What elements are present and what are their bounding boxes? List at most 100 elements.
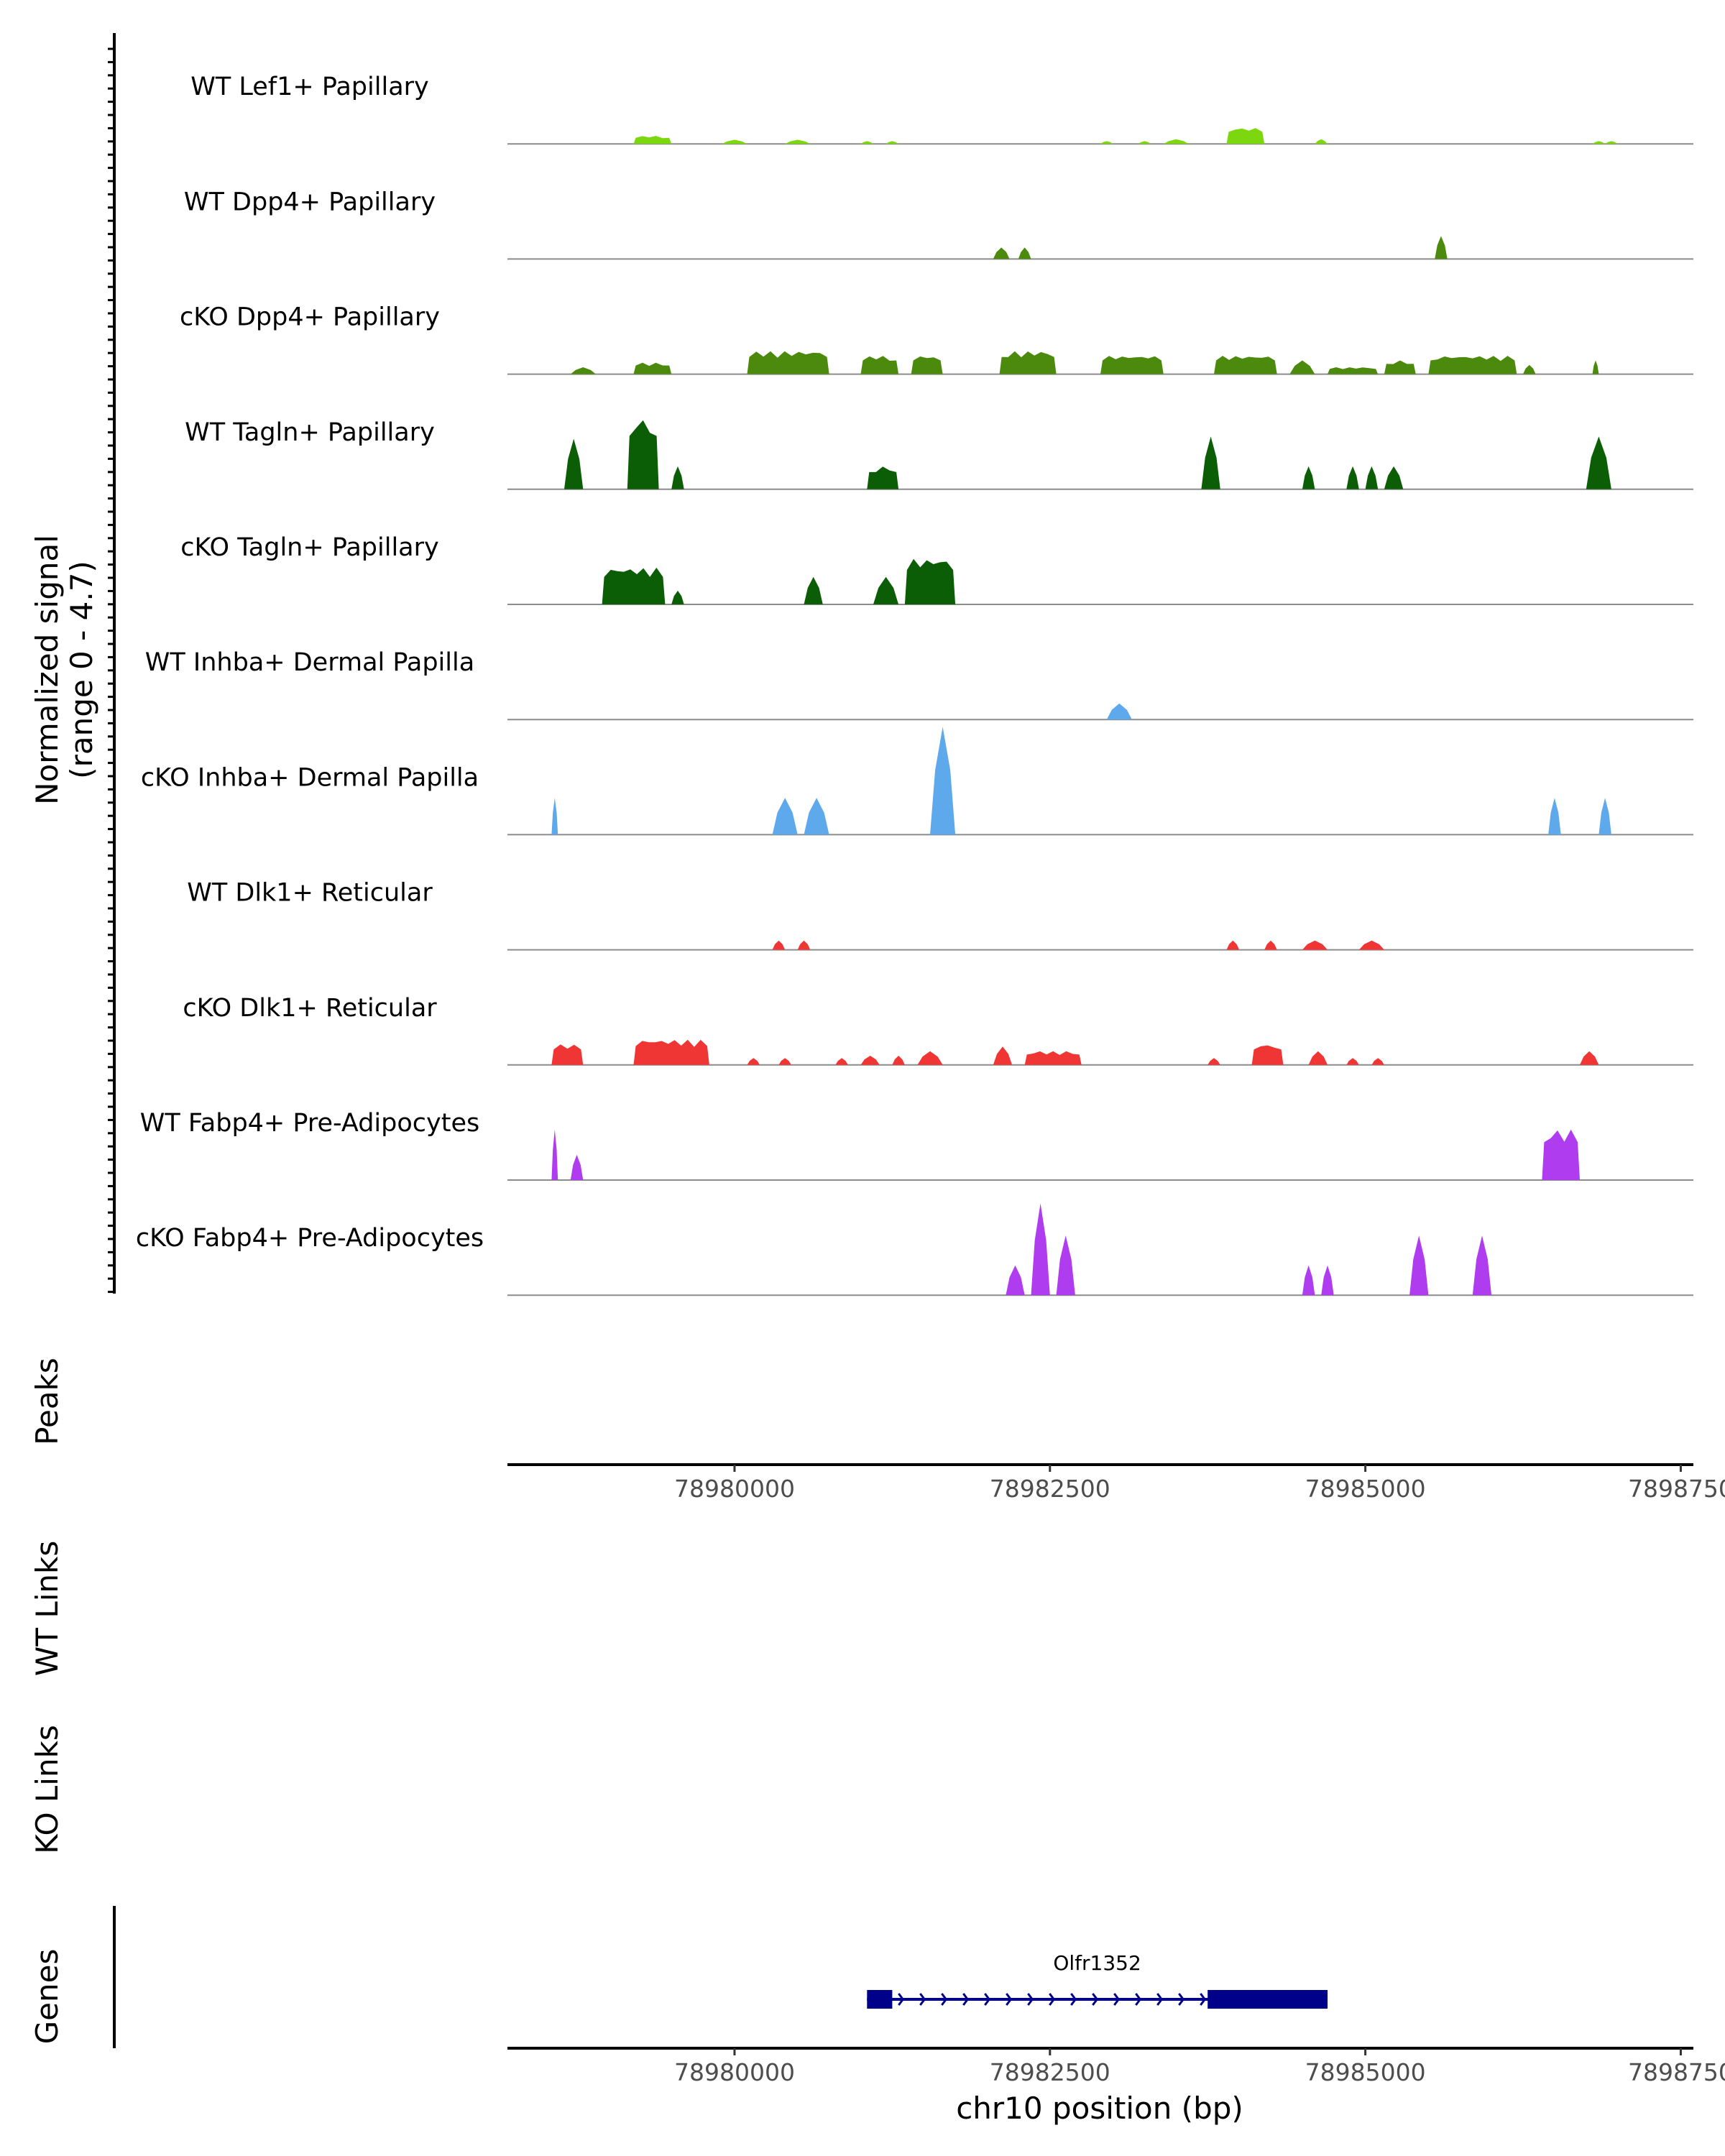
strand-arrow <box>1200 1993 1207 2006</box>
coverage-peak <box>1024 1051 1082 1065</box>
strand-arrow <box>1027 1993 1034 2006</box>
gene-model <box>867 1990 1328 2009</box>
coverage-peak <box>564 438 584 489</box>
coverage-peak <box>1472 1235 1492 1296</box>
track: WT Lef1+ Papillary <box>190 73 1693 145</box>
strand-arrow <box>1178 1993 1185 2006</box>
coverage-peak <box>1328 367 1379 374</box>
strand-arrow <box>1135 1993 1142 2006</box>
track-label: WT Dpp4+ Papillary <box>184 188 436 216</box>
x-tick-label: 78982500 <box>990 2058 1110 2086</box>
coverage-peak <box>722 139 748 144</box>
strand-arrow <box>1049 1993 1056 2006</box>
coverage-peak <box>1214 356 1277 374</box>
coverage-peak <box>835 1058 848 1065</box>
coverage-peak <box>1435 236 1448 259</box>
gene-exon <box>1208 1990 1328 2009</box>
coverage-peak <box>873 576 899 604</box>
coverage-peak <box>747 351 829 374</box>
coverage-peak <box>778 1058 791 1065</box>
track-label: WT Inhba+ Dermal Papilla <box>145 648 474 677</box>
coverage-peak <box>867 466 899 489</box>
gene-exon <box>867 1990 893 2009</box>
y-axis-range-title: (range 0 - 4.7) <box>64 561 99 779</box>
coverage-peak <box>1605 141 1618 144</box>
coverage-peak <box>1106 703 1132 720</box>
coverage-peak <box>797 940 811 950</box>
coverage-peak <box>1365 466 1379 489</box>
coverage-peak <box>671 590 684 604</box>
coverage-peak <box>1384 466 1404 489</box>
coverage-peak <box>1201 436 1220 489</box>
coverage-peak <box>570 1154 584 1180</box>
track-label: cKO Dpp4+ Papillary <box>180 303 440 332</box>
x-tick-label: 78985000 <box>1305 2058 1426 2086</box>
track-label: WT Tagln+ Papillary <box>185 418 435 447</box>
track-label: WT Lef1+ Papillary <box>190 73 429 101</box>
coverage-peak <box>1163 139 1189 144</box>
coverage-peak <box>551 1044 584 1065</box>
coverage-peak <box>904 558 956 604</box>
coverage-peak <box>1031 1203 1050 1296</box>
coverage-peak <box>993 1046 1013 1065</box>
coverage-peak <box>772 940 786 950</box>
coverage-peak <box>627 420 659 489</box>
coverage-peak <box>551 798 558 835</box>
coverage-peak <box>1592 360 1599 374</box>
coverage-peak <box>633 136 672 144</box>
coverage-peak <box>1542 1129 1580 1180</box>
strand-arrow <box>941 1993 948 2006</box>
y-axis-ticks <box>108 47 114 1294</box>
coverage-peak <box>772 798 798 835</box>
coverage-peak <box>993 247 1010 259</box>
track-label: WT Fabp4+ Pre-Adipocytes <box>140 1109 479 1138</box>
coverage-peak <box>1580 1051 1599 1065</box>
x-tick-label: 78980000 <box>674 1475 795 1503</box>
track-label: cKO Inhba+ Dermal Papilla <box>141 763 479 792</box>
coverage-peak <box>930 727 956 835</box>
strand-arrow <box>1156 1993 1164 2006</box>
coverage-peak <box>892 1056 905 1065</box>
coverage-peak <box>1100 356 1164 374</box>
track-label: cKO Fabp4+ Pre-Adipocytes <box>136 1224 484 1253</box>
coverage-peak <box>747 1058 760 1065</box>
coverage-peak <box>1428 356 1517 374</box>
x-tick-label: 78980000 <box>674 2058 795 2086</box>
coverage-peak <box>1409 1235 1429 1296</box>
track: cKO Tagln+ Papillary <box>180 533 1693 605</box>
track-label: cKO Tagln+ Papillary <box>180 533 439 562</box>
coverage-peak <box>1308 1051 1328 1065</box>
genes-title: Genes <box>29 1949 65 2045</box>
coverage-peak <box>1302 940 1328 950</box>
x-tick-label: 78982500 <box>990 1475 1110 1503</box>
coverage-peak <box>1358 940 1384 950</box>
coverage-peak <box>1302 1265 1315 1296</box>
coverage-peak <box>911 356 943 374</box>
coverage-peak <box>570 367 596 374</box>
coverage-peak <box>1302 466 1315 489</box>
strand-arrow <box>984 1993 991 2006</box>
coverage-peak <box>860 356 899 374</box>
track: WT Tagln+ Papillary <box>185 418 1693 490</box>
coverage-peak <box>1289 360 1315 374</box>
strand-arrow <box>1092 1993 1099 2006</box>
coverage-peak <box>1346 466 1359 489</box>
coverage-peak <box>1315 139 1328 144</box>
coverage-peak <box>1592 141 1606 144</box>
coverage-peak <box>1100 141 1113 144</box>
coverage-peak <box>860 141 873 144</box>
track-label: WT Dlk1+ Reticular <box>187 879 433 908</box>
coverage-peak <box>1006 1265 1025 1296</box>
coverage-peak <box>1056 1235 1075 1296</box>
strand-arrow <box>962 1993 970 2006</box>
track: WT Fabp4+ Pre-Adipocytes <box>140 1109 1693 1181</box>
x-tick-label: 7898750 <box>1628 2058 1725 2086</box>
strand-arrow <box>1070 1993 1077 2006</box>
track-label: cKO Dlk1+ Reticular <box>183 994 437 1023</box>
coverage-peak <box>551 1129 558 1180</box>
coverage-peak <box>1598 798 1611 835</box>
coverage-peak <box>886 141 899 144</box>
coverage-peak <box>1523 364 1536 374</box>
coverage-peak <box>1018 247 1031 259</box>
